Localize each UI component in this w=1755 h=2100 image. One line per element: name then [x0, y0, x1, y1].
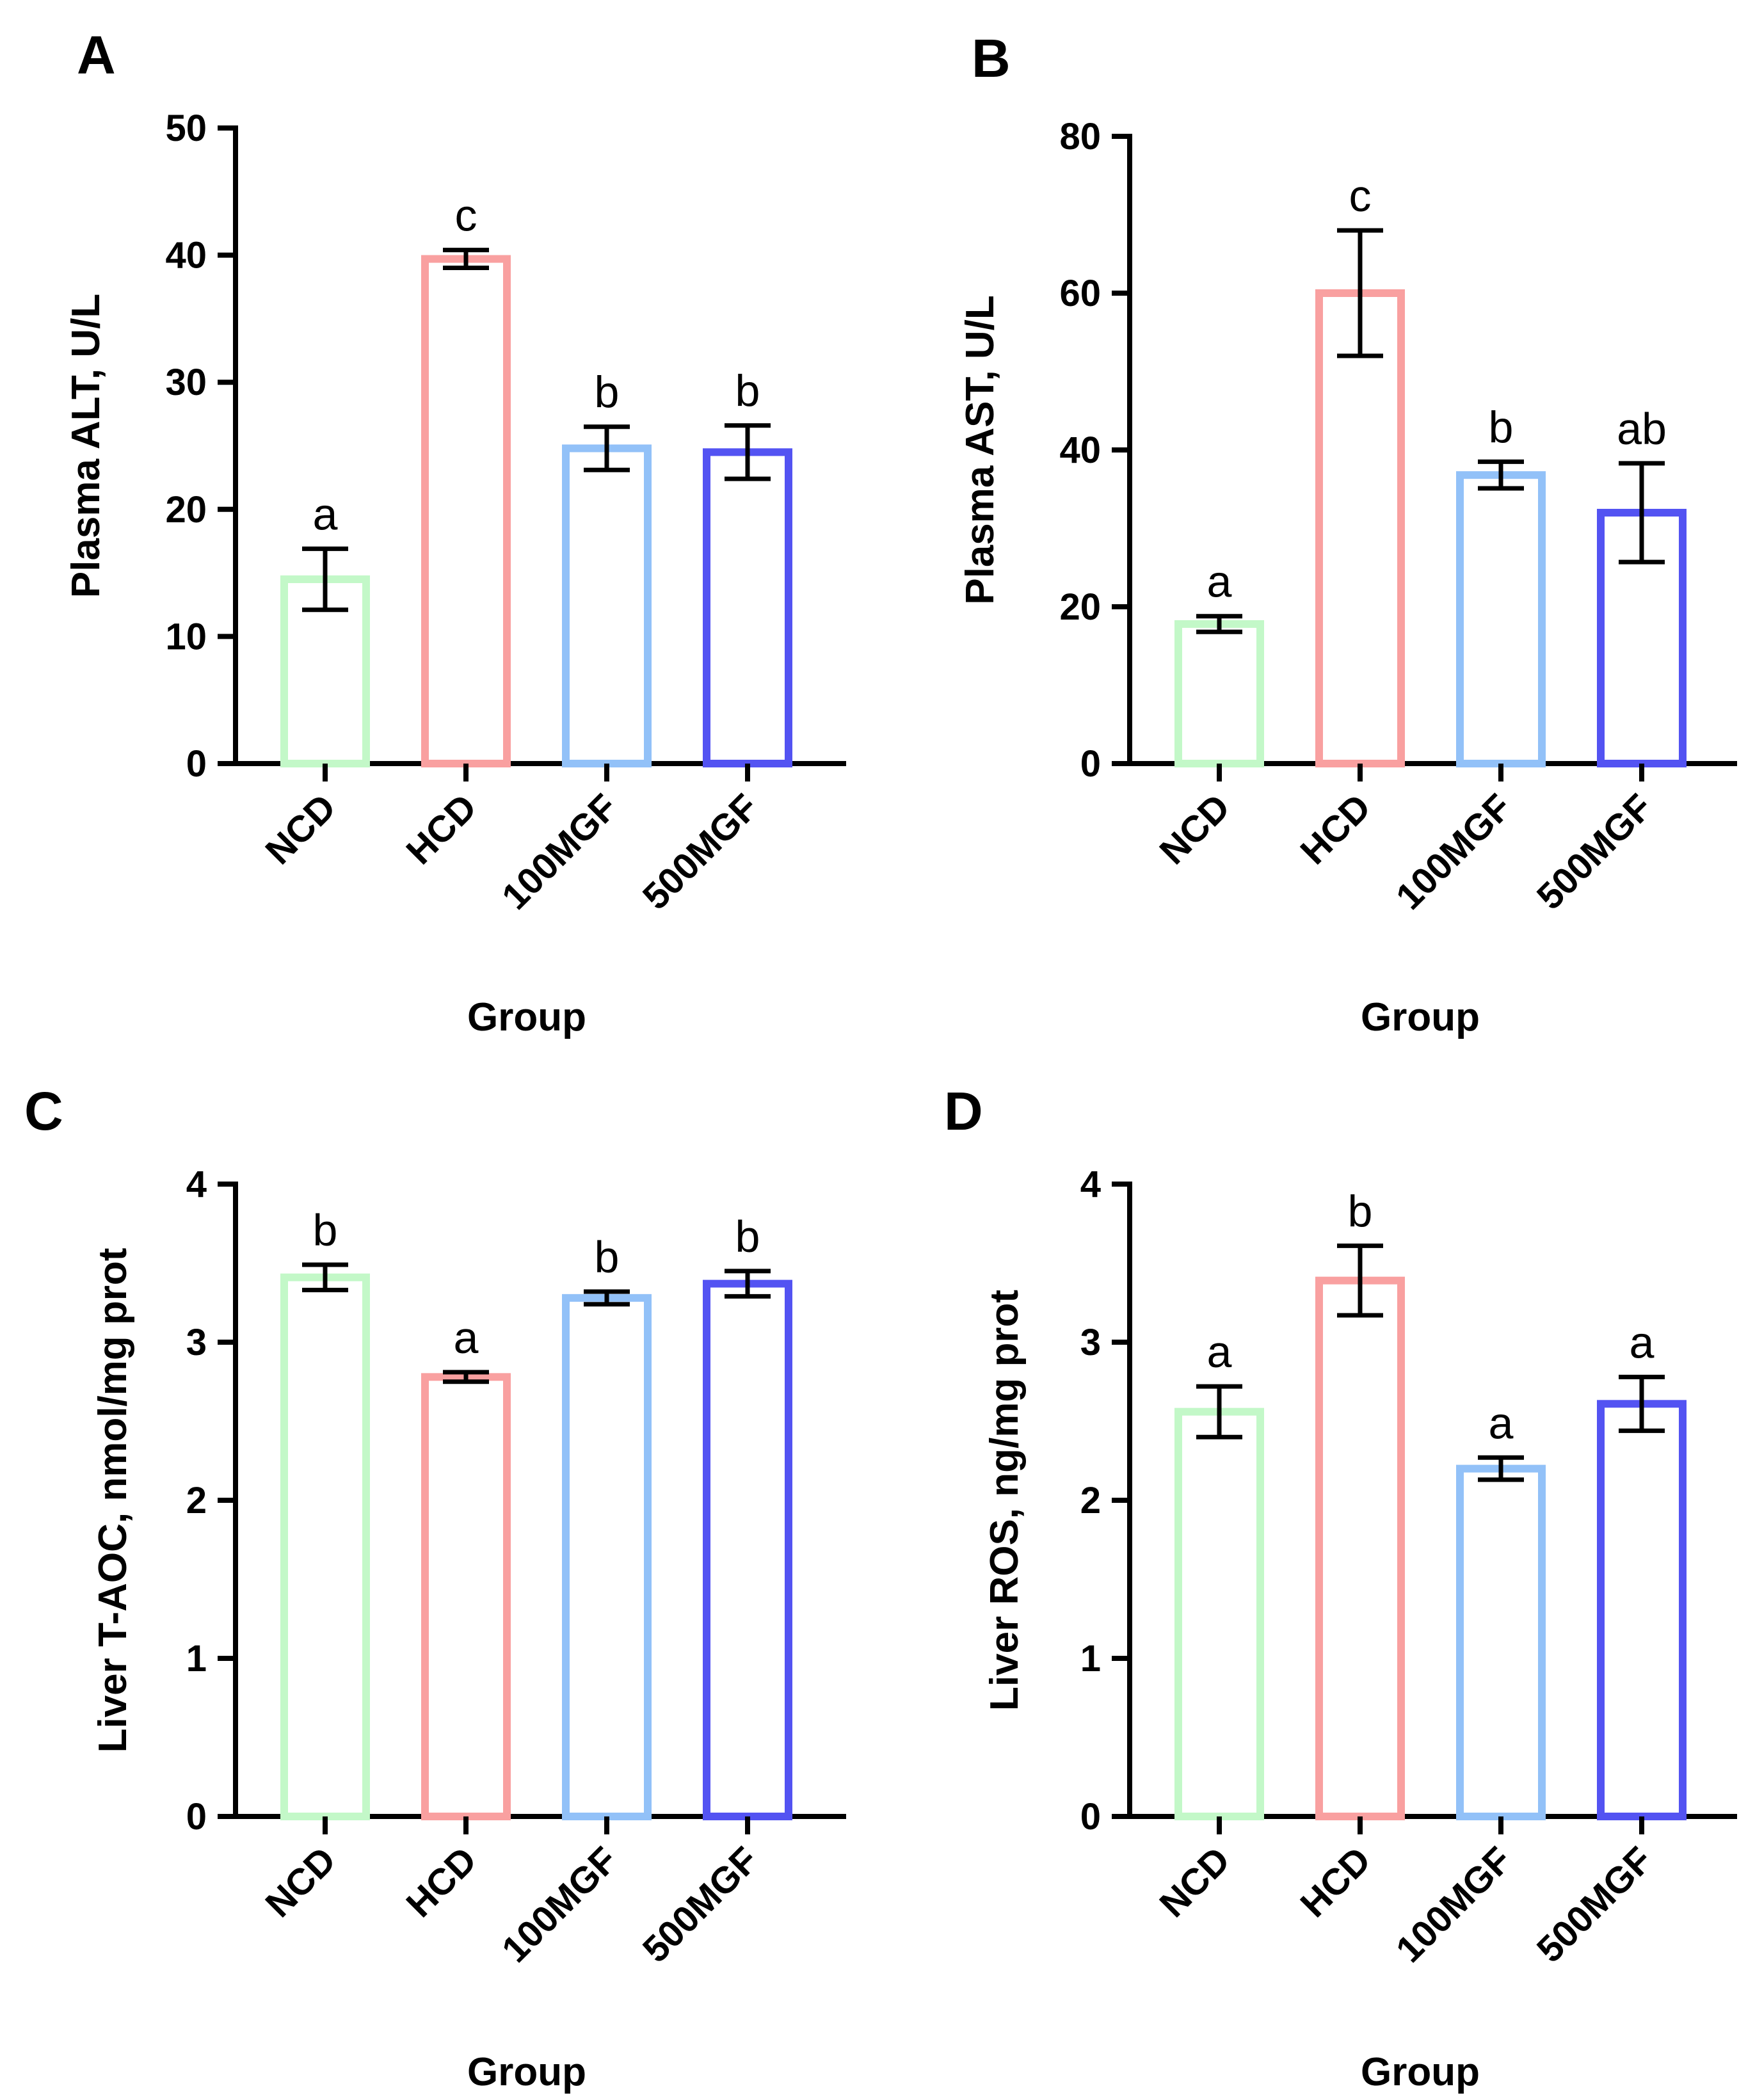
panel-d-category-label: NCD	[1151, 1839, 1238, 1925]
panel-d-bar-100mgf	[1456, 1464, 1546, 1821]
panel-d-y-tick-label: 2	[1080, 1480, 1101, 1521]
panel-d-bar-500mgf	[1597, 1400, 1687, 1821]
panel-a-category-label: HCD	[398, 786, 485, 872]
panel-c-y-tick-label: 4	[186, 1164, 207, 1205]
panel-d-y-tick-label: 1	[1080, 1638, 1101, 1679]
panel-c-label: C	[24, 1081, 63, 1141]
panel-b-label: B	[972, 28, 1011, 88]
panel-d-significance-label: a	[1489, 1398, 1514, 1448]
panel-c-bar-100mgf	[562, 1294, 652, 1820]
panel-b-category-label: 500MGF	[1529, 786, 1661, 918]
panel-a-significance-label: a	[313, 489, 338, 539]
panel-d-y-tick-label: 3	[1080, 1322, 1101, 1363]
panel-c-significance-label: a	[454, 1313, 479, 1363]
panel-a-bar-500mgf	[703, 448, 792, 767]
panel-c-x-axis-title: Group	[467, 2050, 586, 2094]
panel-a-category-label: NCD	[257, 786, 344, 872]
panel-a-bar-hcd	[421, 255, 511, 768]
panel-a-significance-label: b	[595, 367, 620, 417]
panel-c-bar-ncd	[280, 1273, 370, 1820]
panel-c-y-tick-label: 0	[186, 1796, 207, 1838]
panel-c-bar-hcd	[421, 1373, 511, 1821]
panel-a-y-axis-title: Plasma ALT, U/L	[64, 294, 108, 598]
panel-a-category-label: 500MGF	[635, 786, 767, 918]
panel-b-x-axis-title: Group	[1361, 995, 1480, 1039]
panel-a-bar-100mgf	[562, 444, 652, 767]
panel-a-label: A	[77, 25, 116, 85]
panel-a-category-label: 100MGF	[494, 786, 626, 918]
panel-b-category-label: HCD	[1292, 786, 1379, 872]
panel-b-bar-ncd	[1174, 620, 1264, 768]
panel-d-label: D	[944, 1081, 983, 1141]
panel-c-category-label: 100MGF	[494, 1839, 626, 1971]
panel-b-y-axis-title: Plasma AST, U/L	[958, 295, 1002, 605]
panel-a-y-tick-label: 0	[186, 743, 207, 785]
panel-b-y-tick-label: 0	[1080, 743, 1101, 785]
panel-a-y-tick-label: 30	[165, 362, 207, 403]
panel-b-significance-label: c	[1349, 171, 1372, 221]
panel-c-category-label: NCD	[257, 1839, 344, 1925]
panel-a-y-tick-label: 50	[165, 108, 207, 149]
panel-b-category-label: NCD	[1151, 786, 1238, 872]
panel-c-category-label: 500MGF	[635, 1839, 767, 1971]
panel-b-category-label: 100MGF	[1388, 786, 1520, 918]
panel-c-y-tick-label: 1	[186, 1638, 207, 1679]
panel-a-significance-label: b	[735, 366, 760, 416]
panel-c-significance-label: b	[595, 1232, 620, 1282]
panel-d-bar-hcd	[1315, 1276, 1405, 1821]
panel-b-y-tick-label: 40	[1059, 429, 1101, 471]
panel-d-category-label: 500MGF	[1529, 1839, 1661, 1971]
panel-a-x-axis-title: Group	[467, 995, 586, 1039]
panel-c-y-tick-label: 2	[186, 1480, 207, 1521]
panel-b-bar-hcd	[1315, 289, 1405, 767]
panel-c-significance-label: b	[313, 1205, 338, 1255]
panel-b-y-tick-label: 60	[1059, 273, 1101, 314]
panel-d-bar-ncd	[1174, 1407, 1264, 1820]
panel-a-y-tick-label: 10	[165, 616, 207, 657]
panel-b-significance-label: ab	[1617, 404, 1667, 454]
panel-d-x-axis-title: Group	[1361, 2050, 1480, 2094]
panel-c-significance-label: b	[735, 1212, 760, 1262]
panel-c-y-tick-label: 3	[186, 1322, 207, 1363]
panel-d-y-axis-title: Liver ROS, ng/mg prot	[982, 1290, 1027, 1711]
panel-d-category-label: 100MGF	[1388, 1839, 1520, 1971]
panel-a-y-tick-label: 40	[165, 235, 207, 277]
panel-d-significance-label: b	[1348, 1186, 1373, 1236]
panel-c-category-label: HCD	[398, 1839, 485, 1925]
panel-d-y-tick-label: 4	[1080, 1164, 1101, 1205]
panel-b-bar-100mgf	[1456, 471, 1546, 767]
panel-d-y-tick-label: 0	[1080, 1796, 1101, 1838]
panel-b-significance-label: a	[1207, 557, 1232, 607]
panel-a-significance-label: c	[455, 191, 477, 241]
panel-b-y-tick-label: 20	[1059, 586, 1101, 628]
panel-b-y-tick-label: 80	[1059, 116, 1101, 157]
panel-d-category-label: HCD	[1292, 1839, 1379, 1925]
panel-d-significance-label: a	[1207, 1327, 1232, 1377]
panel-b-significance-label: b	[1489, 402, 1514, 452]
panel-c-bar-500mgf	[703, 1279, 792, 1820]
panel-a-y-tick-label: 20	[165, 489, 207, 531]
panel-c-y-axis-title: Liver T-AOC, nmol/mg prot	[91, 1248, 135, 1753]
panel-d-significance-label: a	[1630, 1317, 1655, 1367]
